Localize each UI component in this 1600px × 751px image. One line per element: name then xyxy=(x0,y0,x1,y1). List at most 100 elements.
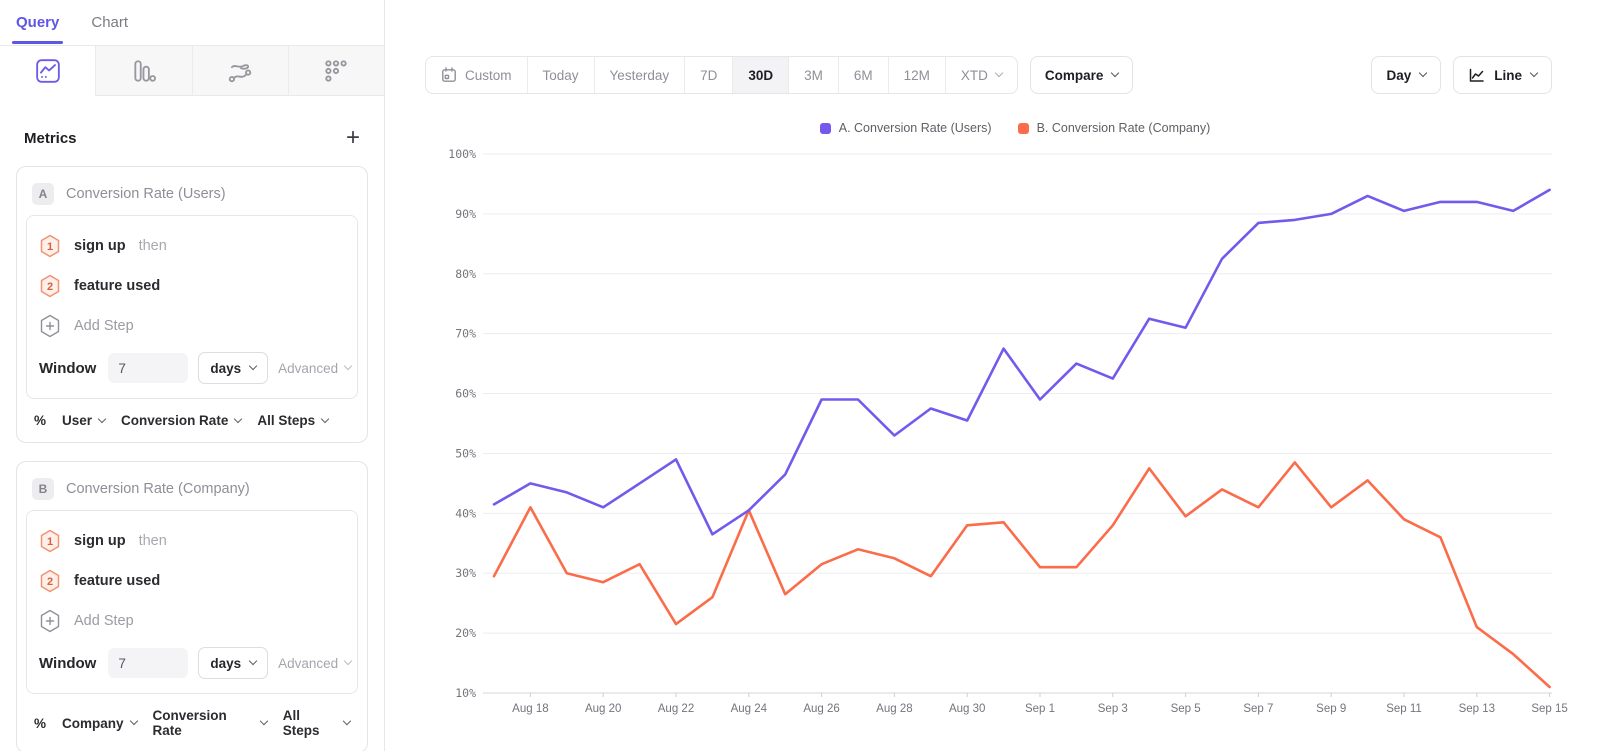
chevron-down-icon xyxy=(234,414,243,423)
legend-label: A. Conversion Rate (Users) xyxy=(838,121,992,135)
chevron-down-icon xyxy=(129,716,138,726)
retention-view-tab[interactable] xyxy=(287,46,384,96)
metric-type-select[interactable]: Conversion Rate xyxy=(121,413,243,428)
measure-row: % User Conversion Rate All Steps xyxy=(26,399,358,440)
window-unit-select[interactable]: days xyxy=(198,647,269,679)
funnel-steps-panel: 1 sign up then 2 feature used xyxy=(26,215,358,399)
metric-title[interactable]: Conversion Rate (Company) xyxy=(66,481,250,497)
advanced-toggle[interactable]: Advanced xyxy=(278,656,353,671)
conversion-window-row: Window days Advanced xyxy=(39,352,353,384)
range-today[interactable]: Today xyxy=(526,57,594,93)
range-xtd[interactable]: XTD xyxy=(944,57,1017,93)
svg-text:70%: 70% xyxy=(455,327,476,341)
series-b-swatch xyxy=(1017,122,1029,134)
chevron-down-icon xyxy=(1529,68,1539,78)
add-step-label: Add Step xyxy=(74,613,134,629)
svg-text:50%: 50% xyxy=(455,446,476,460)
advanced-label: Advanced xyxy=(278,360,339,376)
step-event-name: sign up xyxy=(74,533,126,549)
funnel-step-1[interactable]: 1 sign up then xyxy=(39,521,345,561)
chevron-down-icon xyxy=(343,656,353,666)
svg-text:100%: 100% xyxy=(448,147,476,161)
svg-text:40%: 40% xyxy=(455,506,476,520)
flows-icon xyxy=(228,63,252,82)
steps-scope-value: All Steps xyxy=(257,413,316,428)
metric-letter-badge: A xyxy=(32,183,54,205)
metric-title[interactable]: Conversion Rate (Users) xyxy=(66,186,226,202)
add-step-button[interactable]: Add Step xyxy=(39,601,345,643)
range-6m[interactable]: 6M xyxy=(837,57,888,93)
chevron-down-icon xyxy=(342,716,352,726)
metric-card-header: A Conversion Rate (Users) xyxy=(26,175,358,215)
advanced-toggle[interactable]: Advanced xyxy=(278,360,353,376)
range-label: XTD xyxy=(960,67,988,83)
tab-query[interactable]: Query xyxy=(11,14,64,44)
svg-text:Aug 24: Aug 24 xyxy=(731,703,768,715)
entity-value: User xyxy=(62,413,93,428)
step-suffix: then xyxy=(138,238,167,254)
chevron-down-icon xyxy=(320,414,330,423)
funnel-step-2[interactable]: 2 feature used xyxy=(39,266,345,306)
insights-view-tab[interactable] xyxy=(0,46,96,96)
range-30d[interactable]: 30D xyxy=(732,57,789,93)
chart-panel: Custom Today Yesterday 7D 30D 3M 6M 12M … xyxy=(385,0,1600,751)
line-chart-icon xyxy=(1469,68,1484,82)
window-label: Window xyxy=(39,654,97,672)
step-event-name: feature used xyxy=(74,573,161,589)
window-value-input[interactable] xyxy=(108,648,189,678)
chevron-down-icon xyxy=(259,716,269,726)
step-number-badge: 1 xyxy=(40,234,60,258)
svg-text:Sep 9: Sep 9 xyxy=(1316,703,1346,715)
svg-text:10%: 10% xyxy=(455,686,476,700)
range-3m[interactable]: 3M xyxy=(788,57,838,93)
svg-text:2: 2 xyxy=(47,576,53,588)
steps-scope-select[interactable]: All Steps xyxy=(283,708,352,738)
steps-scope-select[interactable]: All Steps xyxy=(257,413,330,428)
compare-button[interactable]: Compare xyxy=(1029,56,1134,94)
svg-text:20%: 20% xyxy=(455,626,476,640)
funnels-view-tab[interactable] xyxy=(95,46,192,96)
tab-chart[interactable]: Chart xyxy=(91,14,129,31)
conversion-window-row: Window days Advanced xyxy=(39,647,353,679)
chart-legend: A. Conversion Rate (Users) B. Conversion… xyxy=(440,121,1590,135)
chevron-down-icon xyxy=(994,68,1004,78)
entity-select[interactable]: User xyxy=(62,413,107,428)
chevron-down-icon xyxy=(248,361,258,371)
metric-type-select[interactable]: Conversion Rate xyxy=(153,708,269,738)
metric-letter-badge: B xyxy=(32,478,54,500)
range-7d[interactable]: 7D xyxy=(684,57,732,93)
window-value-input[interactable] xyxy=(108,353,189,383)
step-number-badge: 2 xyxy=(40,274,60,298)
range-label: Custom xyxy=(465,67,512,83)
funnels-icon xyxy=(134,59,156,82)
granularity-button[interactable]: Day xyxy=(1371,56,1442,94)
flows-view-tab[interactable] xyxy=(191,46,288,96)
range-custom[interactable]: Custom xyxy=(426,57,527,93)
svg-text:Aug 30: Aug 30 xyxy=(949,703,985,715)
svg-text:60%: 60% xyxy=(455,387,476,401)
legend-item-a[interactable]: A. Conversion Rate (Users) xyxy=(819,121,992,135)
metric-type-value: Conversion Rate xyxy=(121,413,229,428)
date-range-group: Custom Today Yesterday 7D 30D 3M 6M 12M … xyxy=(425,56,1018,94)
window-unit-select[interactable]: days xyxy=(198,352,269,384)
funnel-step-1[interactable]: 1 sign up then xyxy=(39,226,345,266)
range-12m[interactable]: 12M xyxy=(887,57,945,93)
legend-item-b[interactable]: B. Conversion Rate (Company) xyxy=(1017,121,1210,135)
funnel-step-2[interactable]: 2 feature used xyxy=(39,561,345,601)
chart-type-label: Line xyxy=(1494,67,1522,83)
range-yesterday[interactable]: Yesterday xyxy=(593,57,685,93)
insights-icon xyxy=(35,58,60,83)
svg-text:80%: 80% xyxy=(455,267,476,281)
entity-select[interactable]: Company xyxy=(62,716,138,731)
step-event-name: sign up xyxy=(74,238,126,254)
line-chart[interactable]: 10% 20% 30% 40% 50% 60% 70% 80% 90% 100% Aug 18 Aug… xyxy=(385,140,1600,720)
svg-text:Sep 1: Sep 1 xyxy=(1025,703,1055,715)
svg-text:Aug 18: Aug 18 xyxy=(512,703,548,715)
chart-type-button[interactable]: Line xyxy=(1453,56,1552,94)
add-metric-button[interactable]: + xyxy=(345,124,360,151)
add-step-button[interactable]: Add Step xyxy=(39,306,345,348)
svg-text:30%: 30% xyxy=(455,566,476,580)
step-number-badge: 1 xyxy=(40,529,60,553)
percent-symbol: % xyxy=(34,413,47,428)
